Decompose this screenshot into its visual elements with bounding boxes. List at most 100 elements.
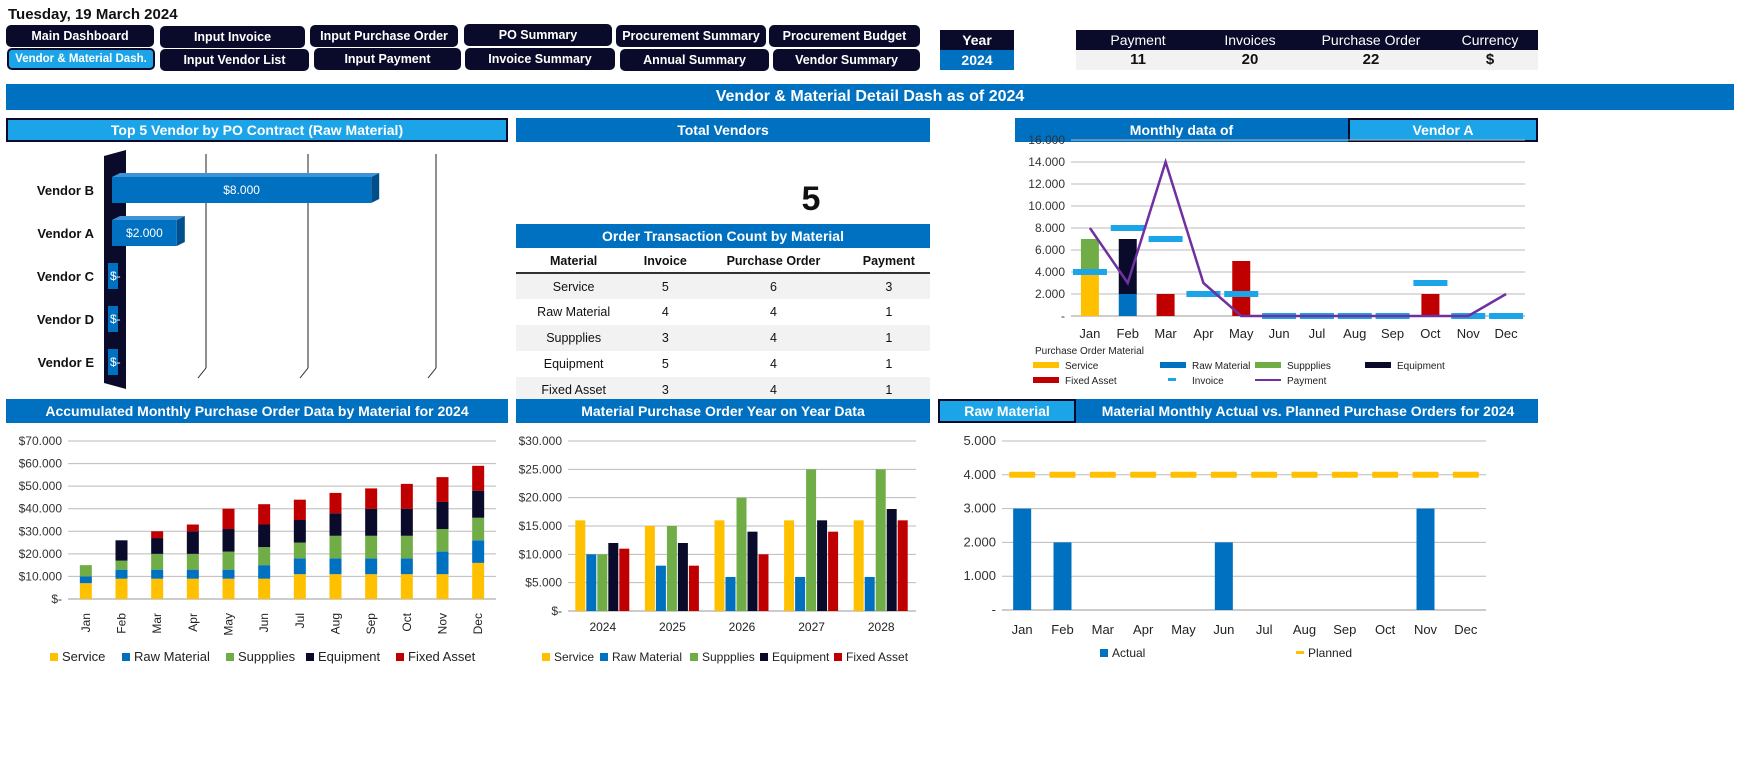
x-tick-label: Jun: [1269, 326, 1290, 341]
y-tick-label: $30.000: [519, 434, 563, 448]
legend-swatch: [600, 653, 608, 661]
legend-swatch: [50, 653, 58, 661]
bar: [597, 554, 608, 611]
y-tick-label: -: [992, 602, 996, 617]
monthly-vendor-selector[interactable]: Vendor A: [1348, 118, 1538, 142]
bar: [575, 520, 586, 611]
bar: [853, 520, 864, 611]
bar: [222, 529, 235, 552]
summary-payment-value: 11: [1130, 51, 1146, 68]
bar: [436, 551, 449, 575]
bar: [436, 529, 449, 552]
x-tick-label: Apr: [186, 613, 200, 632]
bar: [293, 520, 306, 543]
bar: [886, 509, 897, 611]
x-tick-label: Oct: [1375, 622, 1396, 637]
bar: [115, 540, 128, 561]
x-tick-label: Mar: [1092, 622, 1115, 637]
nav-procurement-summary[interactable]: Procurement Summary: [616, 25, 766, 47]
x-tick-label: 2026: [729, 620, 756, 634]
bar: [151, 531, 164, 539]
y-tick-label: $20.000: [19, 547, 63, 561]
bar: [115, 560, 128, 570]
bar: [875, 469, 886, 611]
legend-label: Suppplies: [238, 649, 296, 664]
nav-main-dashboard[interactable]: Main Dashboard: [6, 25, 154, 47]
bar: [258, 524, 271, 548]
legend-swatch: [1100, 649, 1108, 657]
legend-label: Fixed Asset: [1065, 376, 1117, 387]
bar: [258, 565, 271, 579]
nav-input-vendor-list[interactable]: Input Vendor List: [160, 49, 309, 71]
x-tick-label: Jan: [1079, 326, 1100, 341]
y-tick-label: 16.000: [1028, 133, 1065, 147]
bar: [400, 483, 413, 509]
table-cell: Suppplies: [516, 325, 632, 351]
table-cell: 4: [770, 357, 777, 371]
nav-vendor-material-dash[interactable]: Vendor & Material Dash.: [7, 48, 155, 70]
x-tick-label: Nov: [1457, 326, 1481, 341]
nav-procurement-budget[interactable]: Procurement Budget: [769, 25, 920, 47]
summary-currency-value: $: [1485, 51, 1495, 68]
summary-header-invoices: Invoices: [1224, 32, 1276, 48]
legend-label: Equipment: [1397, 361, 1445, 372]
bar: [436, 574, 449, 599]
bar: [151, 578, 164, 599]
bar: [222, 569, 235, 579]
y-tick-label: 2.000: [1035, 287, 1065, 301]
legend-swatch: [396, 653, 404, 661]
bar: [365, 574, 378, 599]
table-header-material: Material: [516, 249, 632, 274]
material-selector[interactable]: Raw Material: [938, 399, 1076, 423]
bar: [655, 565, 666, 611]
legend-label: Service: [62, 649, 105, 664]
y-tick-label: $40.000: [19, 502, 63, 516]
bar: [108, 306, 118, 332]
bar: [1232, 261, 1251, 316]
nav-input-payment[interactable]: Input Payment: [314, 48, 461, 70]
table-cell: 3: [631, 325, 700, 351]
nav-annual-summary[interactable]: Annual Summary: [620, 49, 769, 71]
table-cell: 4: [699, 377, 848, 403]
yoy-chart-title: Material Purchase Order Year on Year Dat…: [516, 399, 930, 423]
table-cell: 5: [661, 357, 669, 371]
table-cell: Service: [516, 273, 632, 299]
planned-marker: [1291, 471, 1318, 478]
x-tick-label: Aug: [329, 613, 343, 634]
invoice-marker: [1489, 313, 1524, 319]
legend-label: Raw Material: [1192, 361, 1250, 372]
legend-swatch: [1033, 377, 1059, 383]
bar: [258, 547, 271, 566]
bar: [151, 569, 164, 579]
x-tick-label: Dec: [471, 613, 485, 634]
bar: [817, 520, 828, 611]
x-tick-label: Sep: [1381, 326, 1404, 341]
legend-label: Service: [554, 650, 594, 664]
legend-swatch: [122, 653, 130, 661]
year-value[interactable]: 2024: [940, 50, 1014, 70]
current-date: Tuesday, 19 March 2024: [8, 6, 178, 23]
y-tick-label: $-: [51, 592, 62, 606]
x-tick-label: May: [1171, 622, 1196, 637]
invoice-marker: [1072, 269, 1107, 275]
y-tick-label: $-: [551, 604, 562, 618]
total-vendors-title: Total Vendors: [516, 118, 930, 142]
nav-input-invoice[interactable]: Input Invoice: [160, 26, 305, 48]
nav-input-purchase-order[interactable]: Input Purchase Order: [310, 25, 458, 47]
legend-swatch: [1160, 362, 1186, 368]
bar: [864, 577, 875, 611]
table-cell: Fixed Asset: [516, 377, 632, 403]
table-cell: 1: [885, 357, 893, 371]
legend-title: Purchase Order Material: [1035, 346, 1144, 357]
y-tick-label: $5.000: [525, 576, 562, 590]
legend-swatch: [1168, 378, 1176, 381]
legend-label: Equipment: [318, 649, 381, 664]
bar: [436, 501, 449, 530]
nav-vendor-summary[interactable]: Vendor Summary: [773, 49, 920, 71]
y-tick-label: 12.000: [1028, 177, 1065, 191]
bar: [1214, 542, 1233, 610]
nav-po-summary[interactable]: PO Summary: [464, 24, 612, 46]
bar-top: [112, 173, 380, 177]
nav-invoice-summary[interactable]: Invoice Summary: [465, 48, 615, 70]
bar-category-label: Vendor D: [37, 312, 94, 327]
